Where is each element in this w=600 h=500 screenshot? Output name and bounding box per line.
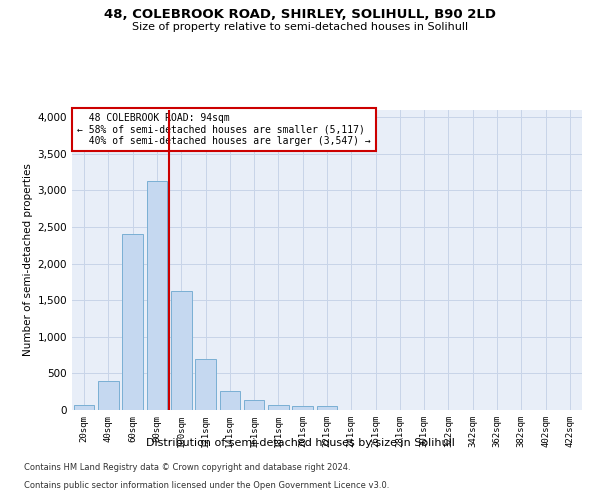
Text: Contains public sector information licensed under the Open Government Licence v3: Contains public sector information licen… [24, 481, 389, 490]
Bar [268, 405, 289, 410]
Bar [220, 391, 240, 410]
Text: 48 COLEBROOK ROAD: 94sqm
← 58% of semi-detached houses are smaller (5,117)
  40%: 48 COLEBROOK ROAD: 94sqm ← 58% of semi-d… [77, 113, 371, 146]
Bar [317, 406, 337, 410]
Bar [146, 181, 167, 410]
Text: Contains HM Land Registry data © Crown copyright and database right 2024.: Contains HM Land Registry data © Crown c… [24, 464, 350, 472]
Bar [74, 404, 94, 410]
Text: Size of property relative to semi-detached houses in Solihull: Size of property relative to semi-detach… [132, 22, 468, 32]
Y-axis label: Number of semi-detached properties: Number of semi-detached properties [23, 164, 34, 356]
Text: 48, COLEBROOK ROAD, SHIRLEY, SOLIHULL, B90 2LD: 48, COLEBROOK ROAD, SHIRLEY, SOLIHULL, B… [104, 8, 496, 20]
Bar [244, 400, 265, 410]
Bar [171, 292, 191, 410]
Text: Distribution of semi-detached houses by size in Solihull: Distribution of semi-detached houses by … [146, 438, 454, 448]
Bar [195, 359, 216, 410]
Bar [292, 406, 313, 410]
Bar [122, 234, 143, 410]
Bar [98, 380, 119, 410]
